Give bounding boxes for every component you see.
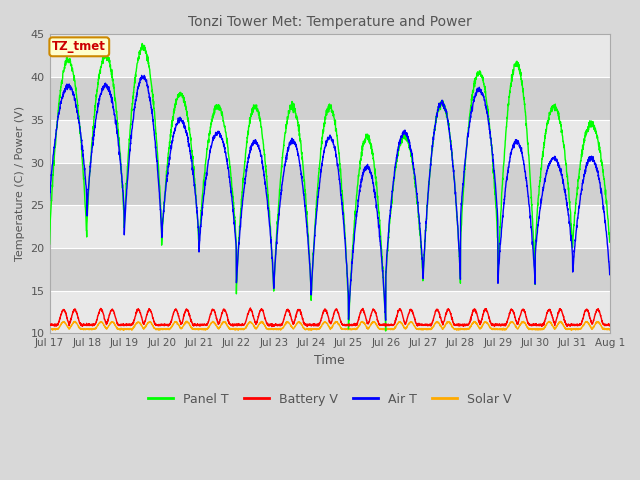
Bar [49, 205, 610, 248]
Bar [49, 291, 610, 334]
Bar [49, 248, 610, 291]
Bar [49, 163, 610, 205]
Bar [49, 35, 610, 77]
X-axis label: Time: Time [314, 354, 345, 367]
Legend: Panel T, Battery V, Air T, Solar V: Panel T, Battery V, Air T, Solar V [143, 387, 516, 410]
Bar [49, 120, 610, 163]
Title: Tonzi Tower Met: Temperature and Power: Tonzi Tower Met: Temperature and Power [188, 15, 472, 29]
Bar [49, 77, 610, 120]
Text: TZ_tmet: TZ_tmet [52, 40, 106, 53]
Y-axis label: Temperature (C) / Power (V): Temperature (C) / Power (V) [15, 106, 25, 262]
